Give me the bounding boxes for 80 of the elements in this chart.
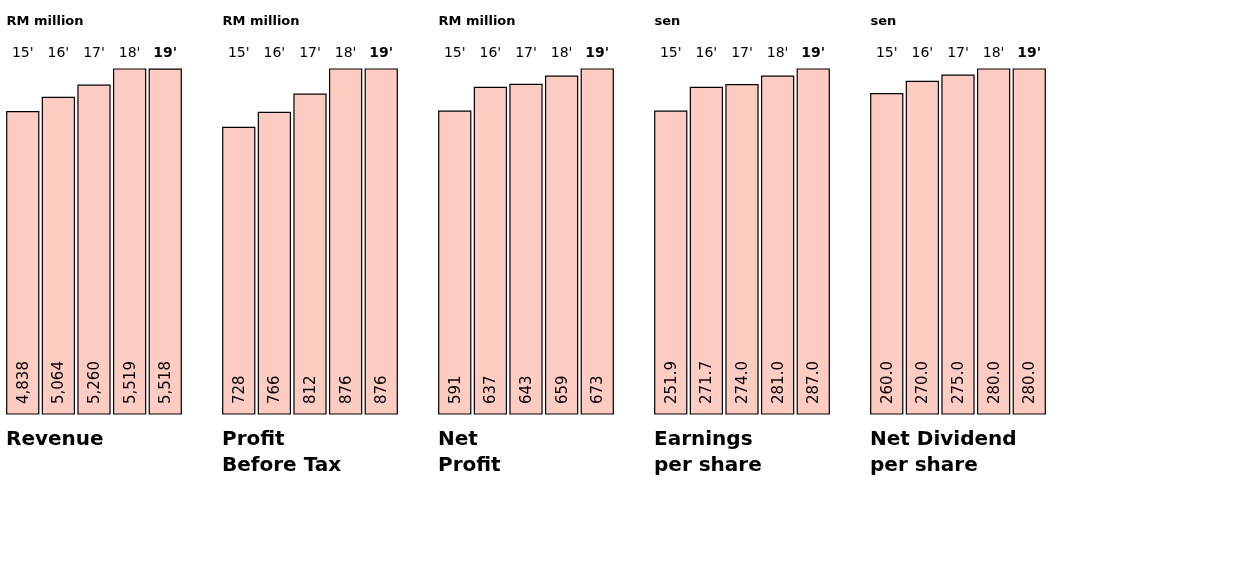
x-tick-label: 18' (982, 43, 1005, 60)
data-label: 637 (481, 375, 500, 404)
data-label: 251.9 (661, 361, 680, 404)
bar (941, 74, 975, 415)
bar (438, 110, 472, 415)
x-tick-label: 17' (731, 43, 753, 60)
data-label: 591 (445, 375, 464, 404)
data-label: 812 (301, 375, 319, 404)
data-label: 287.0 (804, 361, 823, 404)
y-axis-title: RM million (438, 12, 516, 28)
data-label: 728 (229, 375, 248, 404)
data-label: 260.0 (877, 361, 896, 404)
x-tick-label: 19' (585, 43, 610, 60)
data-label: 274.0 (733, 361, 751, 404)
text: Earnings per share (654, 425, 762, 476)
x-tick-label: 17' (299, 43, 321, 60)
data-label: 280.0 (1020, 361, 1039, 404)
x-tick-label: 16' (47, 43, 70, 60)
data-label: 876 (372, 375, 391, 404)
x-tick-label: 17' (515, 43, 537, 60)
data-label: 876 (336, 375, 355, 404)
x-tick-label: 15' (227, 43, 250, 60)
x-tick-label: 16' (911, 43, 934, 60)
bar (654, 110, 688, 415)
data-label: 643 (517, 375, 535, 404)
bar (905, 80, 939, 415)
data-label: 270.0 (913, 361, 932, 404)
bar (364, 68, 398, 415)
data-label: 275.0 (949, 361, 967, 404)
x-tick-label: 17' (83, 43, 105, 60)
data-label: 673 (588, 375, 607, 404)
bar (796, 68, 830, 415)
bar (870, 93, 904, 415)
x-tick-label: 18' (550, 43, 573, 60)
bar (545, 75, 579, 415)
data-label: 281.0 (768, 361, 787, 404)
x-tick-label: 15' (11, 43, 34, 60)
x-tick-label: 15' (875, 43, 898, 60)
data-label: 5,519 (120, 361, 139, 404)
data-label: 5,518 (156, 361, 175, 404)
x-tick-label: 17' (947, 43, 969, 60)
bar (725, 84, 759, 415)
bar (977, 68, 1011, 415)
x-tick-label: 19' (1017, 43, 1042, 60)
x-tick-label: 18' (118, 43, 141, 60)
data-label: 271.7 (697, 361, 716, 404)
bar (761, 75, 795, 415)
bar (329, 68, 363, 415)
x-tick-label: 15' (443, 43, 466, 60)
data-label: 280.0 (984, 361, 1003, 404)
bar (580, 68, 614, 415)
bar (1012, 68, 1046, 415)
text: Profit Before Tax (222, 425, 342, 476)
bar (257, 111, 291, 415)
x-tick-label: 19' (153, 43, 178, 60)
y-axis-title: sen (654, 12, 681, 28)
x-tick-label: 18' (766, 43, 789, 60)
bar (293, 93, 327, 415)
x-tick-label: 16' (695, 43, 718, 60)
data-label: 5,260 (85, 361, 103, 404)
x-tick-label: 16' (263, 43, 286, 60)
text: Net Dividend per share (870, 425, 1017, 476)
data-label: 659 (552, 375, 571, 404)
text: Net Profit (438, 425, 502, 476)
x-tick-label: 15' (659, 43, 682, 60)
bar (689, 86, 723, 415)
x-tick-label: 19' (801, 43, 826, 60)
data-label: 766 (265, 375, 284, 404)
y-axis-title: RM million (6, 12, 84, 28)
bar (509, 83, 543, 415)
text: Revenue (6, 425, 104, 450)
bar (473, 86, 507, 415)
x-tick-label: 18' (334, 43, 357, 60)
data-label: 4,838 (13, 361, 32, 404)
x-tick-label: 19' (369, 43, 394, 60)
x-tick-label: 16' (479, 43, 502, 60)
data-label: 5,064 (49, 361, 68, 404)
bar (222, 126, 256, 415)
y-axis-title: sen (870, 12, 897, 28)
y-axis-title: RM million (222, 12, 300, 28)
